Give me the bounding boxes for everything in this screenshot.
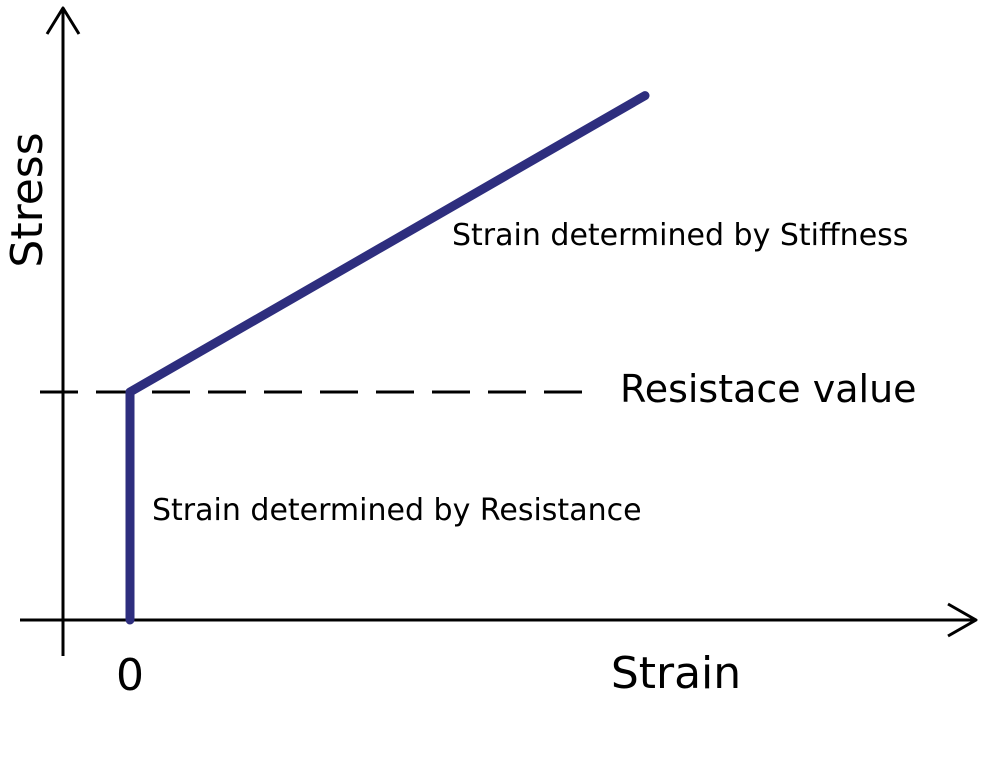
x-origin-tick-label: 0 <box>116 650 144 701</box>
stress-strain-curve <box>125 91 650 625</box>
stiffness-region-annotation: Strain determined by Stiffness <box>452 218 908 253</box>
x-axis-arrowhead <box>947 602 978 638</box>
resistance-value-label: Resistace value <box>620 367 917 411</box>
y-axis-label: Stress <box>2 132 53 267</box>
x-axis-label: Strain <box>611 648 741 699</box>
y-axis-arrowhead <box>45 6 81 35</box>
resistance-region-annotation: Strain determined by Resistance <box>152 493 642 528</box>
